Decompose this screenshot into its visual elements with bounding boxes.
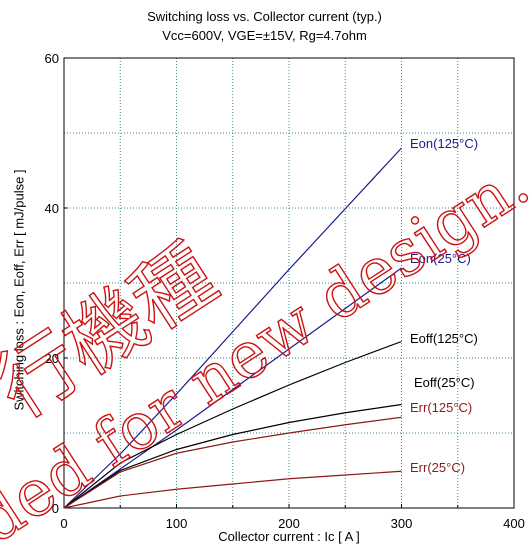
- x-tick-label: 300: [391, 516, 413, 531]
- x-tick-label: 400: [503, 516, 525, 531]
- series-line: [63, 470, 402, 509]
- series-label: Eoff(25°C): [414, 375, 475, 390]
- series-label: Err(25°C): [410, 460, 465, 475]
- x-tick-label: 0: [60, 516, 67, 531]
- series-label: Eon(125°C): [410, 136, 478, 151]
- y-tick-label: 20: [45, 351, 59, 366]
- series-line: [63, 340, 402, 509]
- chart-title: Switching loss vs. Collector current (ty…: [147, 9, 382, 24]
- series-line: [63, 267, 402, 509]
- series-label: Eoff(125°C): [410, 331, 478, 346]
- series-line: [63, 403, 402, 509]
- x-axis-label: Collector current : Ic [ A ]: [218, 529, 360, 544]
- series-line: [63, 147, 402, 509]
- y-tick-label: 40: [45, 201, 59, 216]
- y-tick-label: 0: [52, 501, 59, 516]
- series-label: Err(125°C): [410, 400, 472, 415]
- series-line: [63, 416, 402, 509]
- chart-subtitle: Vcc=600V, VGE=±15V, Rg=4.7ohm: [162, 28, 367, 43]
- series-label: Eon(25°C): [410, 251, 471, 266]
- y-tick-label: 60: [45, 51, 59, 66]
- x-tick-label: 100: [166, 516, 188, 531]
- y-axis-label: Switching loss : Eon, Eoff, Err [ mJ/pul…: [11, 169, 27, 411]
- x-tick-label: 200: [278, 516, 300, 531]
